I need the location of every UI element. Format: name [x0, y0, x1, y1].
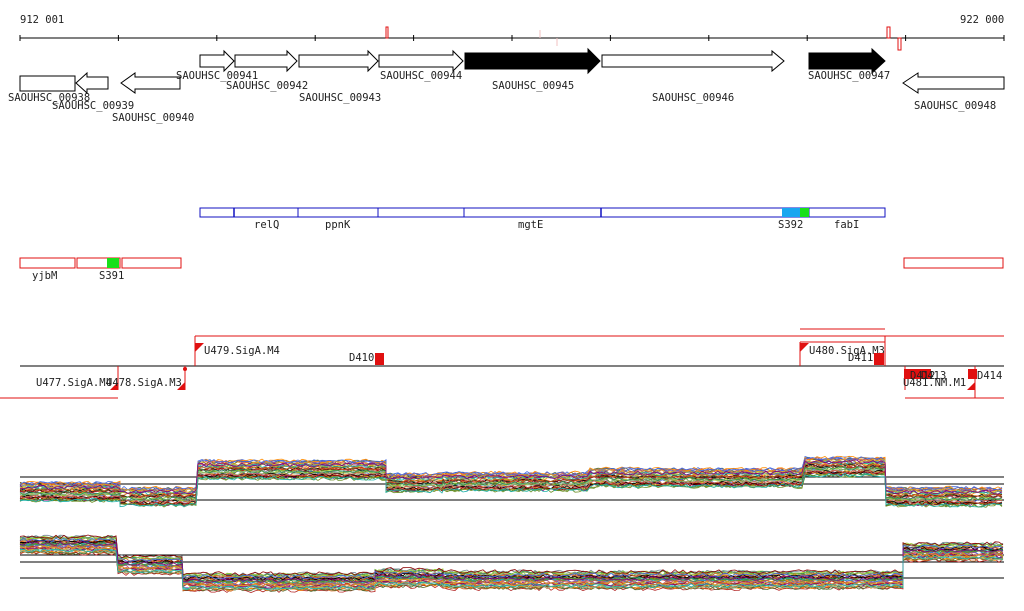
red-feature-label: yjbM — [32, 270, 57, 282]
gene-arrow[interactable]: SAOUHSC_00945 — [464, 47, 601, 92]
expression-trace — [19, 548, 1004, 590]
ruler-ticks — [19, 35, 1005, 41]
marker-label: D410 — [349, 352, 374, 364]
s391-segment[interactable] — [107, 258, 119, 268]
terminator-marker[interactable] — [968, 369, 977, 379]
gene-track: SAOUHSC_00938 SAOUHSC_00939 SAOUHSC_0094… — [8, 47, 1005, 124]
gene-arrow[interactable]: SAOUHSC_00948 — [902, 72, 1005, 112]
red-feature-box[interactable] — [903, 257, 1004, 269]
expression-panel-forward — [19, 455, 1004, 508]
expression-traces-forward — [19, 455, 1003, 508]
promoter-flag[interactable] — [195, 343, 204, 352]
expression-trace — [19, 470, 1003, 506]
promoter-flag[interactable] — [967, 382, 975, 390]
gene-arrow[interactable]: SAOUHSC_00947 — [808, 47, 890, 82]
promoter-flag[interactable] — [110, 382, 118, 390]
gene-arrow[interactable]: SAOUHSC_00944 — [378, 49, 464, 82]
gene-arrow[interactable]: SAOUHSC_00943 — [298, 49, 381, 104]
green-segment[interactable] — [800, 208, 809, 217]
gene-label: SAOUHSC_00946 — [652, 92, 734, 104]
gene-label: SAOUHSC_00943 — [299, 92, 381, 104]
ruler-start-label: 912 001 — [20, 14, 64, 26]
blue-feature-label: S392 — [778, 219, 803, 231]
gene-label: SAOUHSC_00948 — [914, 100, 996, 112]
expression-trace — [19, 464, 1003, 499]
operon-label: U478.SigA.M3 — [106, 377, 182, 389]
ruler-red-mark — [886, 26, 891, 39]
red-feature-box[interactable] — [121, 257, 182, 269]
gene-arrow[interactable]: SAOUHSC_00942 — [226, 49, 308, 92]
marker-label: D413 — [921, 370, 946, 382]
operon-label: U480.SigA.M3 — [809, 345, 885, 357]
blue-feature-label: fabI — [834, 219, 859, 231]
promoter-flag[interactable] — [177, 382, 185, 390]
ruler-end-label: 922 000 — [960, 14, 1004, 26]
gene-arrow[interactable]: SAOUHSC_00946 — [601, 49, 785, 104]
expression-trace — [19, 472, 1003, 508]
blue-feature-label: relQ — [254, 219, 279, 231]
ruler-red-mark — [385, 26, 389, 39]
terminator-marker[interactable] — [904, 369, 922, 379]
ruler-red-mark — [897, 37, 902, 51]
expression-trace — [19, 456, 1003, 492]
expression-trace — [19, 462, 1003, 498]
gene-label: SAOUHSC_00941 — [176, 70, 258, 82]
operon-track: U479.SigA.M4 U480.SigA.M3 U477.SigA.M4 U… — [0, 328, 1004, 399]
red-feature-box[interactable] — [19, 257, 76, 269]
gene-label: SAOUHSC_00940 — [112, 112, 194, 124]
marker-label: D411 — [848, 352, 873, 364]
gene-label: SAOUHSC_00944 — [380, 70, 462, 82]
operon-label: U481.NM.M1 — [903, 377, 966, 389]
expression-trace — [19, 459, 1003, 495]
red-feature-label: S391 — [99, 270, 124, 282]
s392-segment[interactable] — [782, 208, 800, 217]
expression-trace — [19, 466, 1003, 501]
marker-label: D412 — [910, 370, 935, 382]
blue-feature-box[interactable] — [199, 207, 886, 218]
terminator-marker[interactable] — [375, 353, 384, 365]
operon-label: U477.SigA.M4 — [36, 377, 112, 389]
expression-traces-reverse — [19, 534, 1004, 594]
marker-label: D414 — [977, 370, 1002, 382]
expression-trace — [19, 458, 1003, 494]
gene-arrow[interactable]: SAOUHSC_00939 — [52, 71, 134, 112]
blue-annotation-track: relQ ppnK mgtE S392 fabI — [199, 207, 886, 231]
blue-feature-label: ppnK — [325, 219, 351, 231]
gene-arrow[interactable]: SAOUHSC_00941 — [176, 49, 258, 82]
gene-label: SAOUHSC_00939 — [52, 100, 134, 112]
expression-panel-reverse — [19, 534, 1004, 594]
promoter-flag[interactable] — [800, 343, 809, 352]
expression-trace — [19, 469, 1003, 505]
gene-label: SAOUHSC_00945 — [492, 80, 574, 92]
red-feature-box[interactable] — [76, 257, 121, 269]
red-annotation-track: yjbM S391 — [19, 257, 1004, 282]
expression-trace — [19, 462, 1003, 498]
terminator-marker[interactable] — [922, 369, 931, 379]
gene-label: SAOUHSC_00938 — [8, 92, 90, 104]
terminator-marker[interactable] — [874, 353, 884, 365]
operon-label: U479.SigA.M4 — [204, 345, 280, 357]
gene-label: SAOUHSC_00942 — [226, 80, 308, 92]
gene-label: SAOUHSC_00947 — [808, 70, 890, 82]
coordinate-ruler: 912 001 922 000 — [19, 14, 1005, 51]
blue-feature-label: mgtE — [518, 219, 543, 231]
gene-arrow[interactable]: SAOUHSC_00938 — [8, 75, 90, 104]
gene-arrow[interactable]: SAOUHSC_00940 — [112, 72, 194, 124]
